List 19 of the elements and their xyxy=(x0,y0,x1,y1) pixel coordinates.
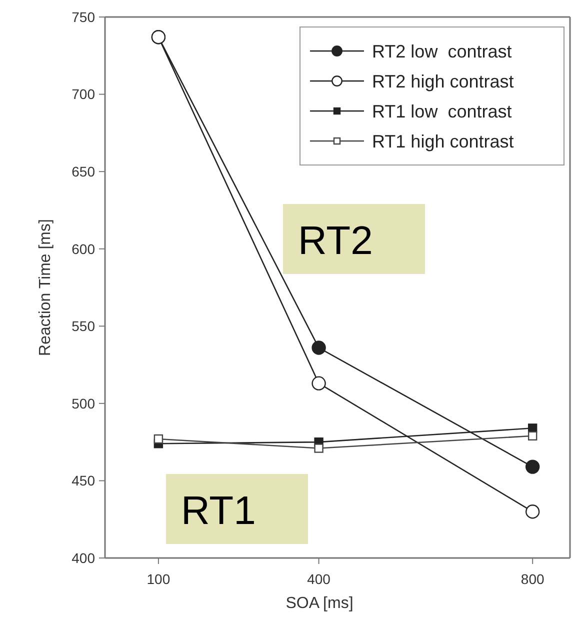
y-tick-label: 400 xyxy=(72,550,96,566)
annotation: RT2 xyxy=(298,219,373,263)
y-tick-label: 750 xyxy=(72,8,96,25)
legend-label: RT1 high contrast xyxy=(372,131,514,152)
x-tick-label: 800 xyxy=(520,571,544,587)
annotation: RT1 xyxy=(181,489,256,533)
x-axis-title: SOA [ms] xyxy=(286,595,354,612)
y-tick-label: 650 xyxy=(72,163,96,180)
y-tick-label: 500 xyxy=(72,395,96,412)
y-tick-label: 600 xyxy=(72,240,96,257)
legend-label: RT2 low contrast xyxy=(372,41,512,62)
legend-label: RT2 high contrast xyxy=(372,71,514,92)
x-tick-label: 100 xyxy=(146,571,170,587)
y-tick-label: 450 xyxy=(72,472,96,489)
x-tick-label: 400 xyxy=(307,571,331,587)
y-tick-label: 700 xyxy=(72,86,96,102)
y-tick-label: 550 xyxy=(72,318,96,334)
y-axis-title: Reaction Time [ms] xyxy=(37,219,54,356)
legend-label: RT1 low contrast xyxy=(372,101,512,122)
